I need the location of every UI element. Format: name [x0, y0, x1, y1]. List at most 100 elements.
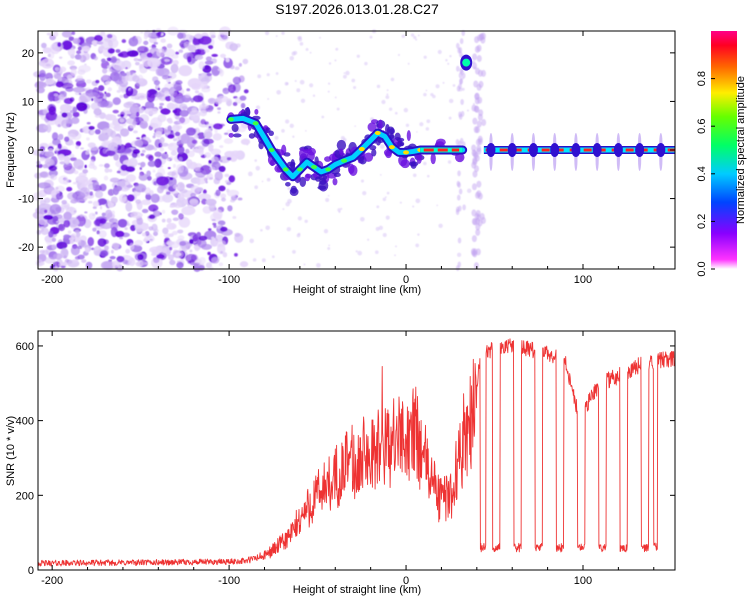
noise-blob — [77, 46, 82, 51]
noise-blob — [70, 245, 80, 256]
gap-noise-blob — [458, 205, 462, 212]
noise-blob — [85, 79, 92, 84]
noise-blob — [137, 58, 143, 62]
noise-speck — [437, 49, 442, 55]
noise-speck — [426, 174, 430, 178]
noise-speck — [436, 204, 439, 207]
noise-blob — [161, 218, 166, 223]
noise-blob — [72, 86, 86, 93]
noise-blob — [67, 47, 76, 57]
noise-speck — [327, 194, 330, 197]
noise-blob — [185, 253, 197, 263]
noise-blob — [82, 179, 89, 187]
noise-blob — [193, 134, 199, 139]
noise-speck — [287, 187, 291, 191]
gap-noise-blob — [456, 194, 461, 201]
noise-blob — [106, 57, 112, 62]
noise-blob — [44, 151, 55, 158]
noise-blob — [75, 219, 79, 225]
noise-blob — [146, 175, 152, 181]
track-halo-blob — [406, 130, 411, 142]
x-tick-label: -100 — [218, 575, 240, 587]
noise-speck — [386, 89, 389, 92]
noise-blob — [215, 189, 221, 197]
noise-blob — [191, 58, 196, 64]
noise-speck — [327, 247, 331, 250]
noise-blob — [207, 251, 211, 256]
noise-blob — [174, 96, 186, 104]
track-halo-blob — [333, 172, 341, 177]
noise-blob — [36, 229, 42, 235]
noise-blob — [70, 116, 80, 125]
noise-blob — [50, 174, 55, 179]
noise-blob — [75, 140, 82, 147]
noise-blob — [89, 191, 93, 196]
noise-blob — [219, 145, 224, 148]
noise-blob — [45, 78, 55, 85]
x-tick-label: 100 — [574, 575, 592, 587]
gap-noise-blob — [456, 85, 461, 92]
track-halo-blob — [339, 148, 344, 156]
noise-blob — [166, 222, 177, 230]
noise-blob — [59, 66, 67, 73]
noise-blob — [58, 133, 64, 141]
noise-blob — [166, 241, 175, 246]
noise-blob — [146, 91, 156, 103]
colorbar: 0.0 0.2 0.4 0.6 0.8 Normalized spectral ampl… — [696, 31, 747, 277]
noise-blob — [35, 80, 45, 88]
noise-blob — [232, 101, 238, 106]
gap-noise-blob — [472, 117, 478, 125]
noise-blob — [219, 69, 224, 77]
noise-blob — [52, 261, 61, 269]
noise-speck — [305, 129, 307, 132]
noise-blob — [220, 53, 226, 58]
gap-noise-blob — [477, 34, 483, 42]
noise-blob — [147, 160, 157, 167]
noise-blob — [171, 209, 179, 215]
gap-noise-blob — [471, 217, 477, 225]
noise-blob — [201, 100, 205, 104]
noise-speck — [247, 171, 253, 177]
noise-blob — [198, 235, 208, 241]
y-tick-label: -20 — [18, 242, 34, 254]
noise-blob — [98, 201, 102, 206]
noise-speck — [353, 85, 357, 90]
noise-blob — [72, 111, 80, 118]
noise-blob — [202, 189, 207, 195]
noise-speck — [343, 74, 347, 79]
noise-blob — [126, 194, 135, 202]
noise-blob — [41, 151, 45, 155]
noise-blob — [44, 209, 48, 214]
noise-speck — [257, 74, 262, 79]
noise-speck — [442, 81, 445, 84]
noise-blob — [170, 129, 174, 133]
noise-blob — [86, 137, 90, 141]
x-tick-label: -100 — [218, 274, 240, 286]
noise-blob — [98, 164, 104, 167]
noise-blob — [116, 170, 121, 174]
gap-noise-blob — [480, 32, 486, 40]
noise-speck — [417, 233, 420, 236]
noise-blob — [116, 144, 121, 150]
noise-blob — [71, 31, 76, 35]
noise-blob — [166, 78, 171, 83]
noise-blob — [191, 139, 198, 144]
noise-blob — [56, 254, 60, 258]
noise-blob — [175, 51, 180, 55]
noise-blob — [153, 80, 161, 86]
noise-blob — [218, 185, 226, 192]
noise-blob — [90, 102, 101, 110]
signal-track-point — [374, 131, 381, 135]
noise-blob — [164, 95, 172, 102]
noise-speck — [466, 109, 470, 112]
noise-speck — [275, 35, 278, 38]
noise-blob — [39, 199, 47, 206]
noise-blob — [141, 232, 146, 237]
noise-blob — [84, 247, 90, 253]
noise-blob — [142, 41, 148, 45]
noise-blob — [239, 95, 247, 101]
track-halo-blob — [307, 147, 317, 156]
noise-blob — [76, 75, 84, 81]
noise-blob — [228, 175, 236, 183]
noise-blob — [174, 202, 182, 209]
